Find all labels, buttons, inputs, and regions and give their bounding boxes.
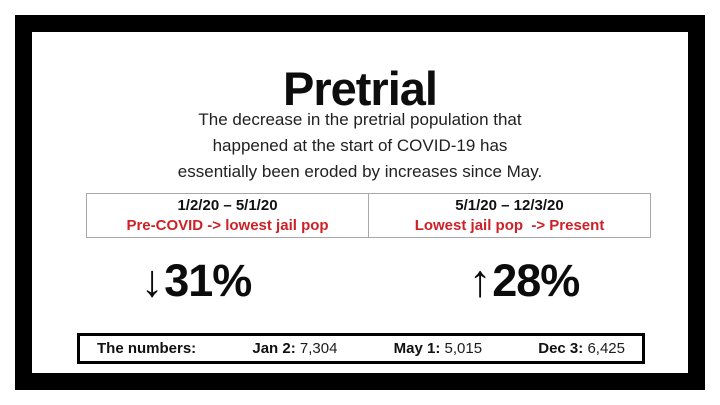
number-entry-dec3-label: Dec 3:: [538, 340, 584, 357]
period-dates-right: 5/1/20 – 12/3/20: [455, 196, 564, 214]
stat-increase-value: 28%: [492, 255, 580, 306]
number-entry-jan2-label: Jan 2:: [252, 340, 296, 357]
stat-decrease: ↓31%: [32, 258, 360, 303]
period-cell-present: 5/1/20 – 12/3/20 Lowest jail pop -> Pres…: [369, 194, 650, 237]
stat-decrease-value: 31%: [164, 255, 252, 306]
period-label-right: Lowest jail pop -> Present: [414, 216, 605, 234]
number-entry-may1-label: May 1:: [393, 340, 441, 357]
arrow-up-icon: ↑: [468, 255, 492, 306]
period-comparison-table: 1/2/20 – 5/1/20 Pre-COVID -> lowest jail…: [86, 193, 651, 238]
number-entry-jan2-value: 7,304: [299, 340, 338, 357]
number-entry-jan2: Jan 2: 7,304: [252, 340, 337, 357]
numbers-bar-title: The numbers:: [97, 340, 197, 357]
slide-canvas: Pretrial The decrease in the pretrial po…: [32, 32, 688, 373]
stat-increase: ↑28%: [360, 258, 688, 303]
number-entry-dec3: Dec 3: 6,425: [538, 340, 625, 357]
numbers-bar: The numbers: Jan 2: 7,304 May 1: 5,015 D…: [77, 333, 645, 364]
period-label-left: Pre-COVID -> lowest jail pop: [126, 216, 329, 234]
period-cell-pre-covid: 1/2/20 – 5/1/20 Pre-COVID -> lowest jail…: [87, 194, 369, 237]
number-entry-dec3-value: 6,425: [587, 340, 625, 357]
stats-row: ↓31% ↑28%: [32, 258, 688, 303]
page-title: Pretrial: [283, 62, 438, 116]
period-dates-left: 1/2/20 – 5/1/20: [177, 196, 278, 214]
number-entry-may1-value: 5,015: [444, 340, 483, 357]
slide-frame: Pretrial The decrease in the pretrial po…: [15, 15, 705, 390]
arrow-down-icon: ↓: [140, 255, 164, 306]
number-entry-may1: May 1: 5,015: [394, 340, 482, 357]
slide-subtitle: The decrease in the pretrial population …: [177, 110, 543, 181]
